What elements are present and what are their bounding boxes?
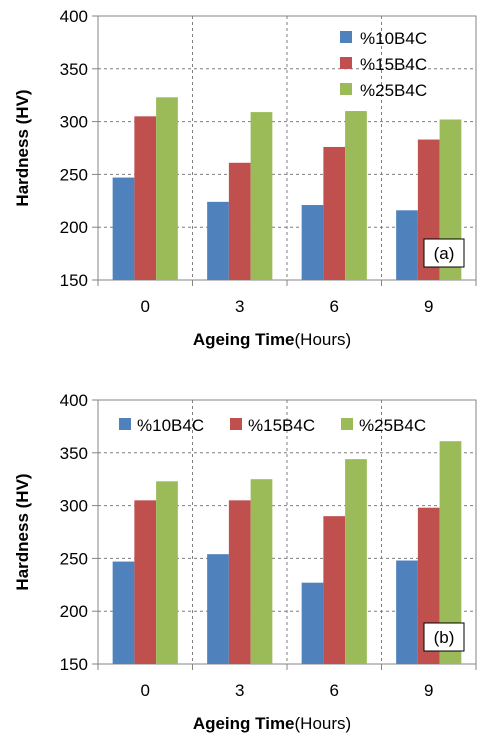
bar-15-t0 (134, 116, 157, 280)
legend-swatch-a-25 (340, 83, 352, 95)
bar-10-t3 (207, 201, 229, 280)
y-tick-label: 300 (60, 497, 88, 516)
legend-b: %10B4C %15B4C %25B4C (119, 416, 426, 435)
bar-25-t0 (156, 481, 178, 664)
y-axis-label-a: Hardness (HV) (13, 89, 32, 206)
y-tick-label: 150 (60, 271, 88, 290)
legend-label-a-25: %25B4C (360, 81, 427, 100)
x-tick-label: 6 (330, 681, 339, 700)
bar-15-t6 (323, 146, 346, 280)
panel-tag-a: (a) (434, 244, 455, 263)
bar-25-t3 (250, 112, 273, 280)
x-tick-label: 3 (235, 681, 244, 700)
legend-a: %10B4C %15B4C %25B4C (340, 29, 427, 100)
y-tick-label: 350 (60, 444, 88, 463)
legend-swatch-b-10 (119, 418, 131, 430)
x-tick-label: 3 (235, 297, 244, 316)
x-axis-label-unit-b: (Hours) (295, 714, 352, 733)
bar-10-t0 (112, 177, 135, 280)
bar-15-t3 (228, 162, 251, 280)
chart-panel-b: 150 200 250 300 350 400 0 3 6 9 Hardness (HV) Ag… (13, 391, 477, 733)
legend-label-b-10: %10B4C (137, 416, 204, 435)
x-tick-label: 0 (141, 297, 150, 316)
panel-tag-box-a (423, 238, 465, 268)
bar-15-t3 (228, 500, 251, 664)
y-tick-label: 400 (60, 7, 88, 26)
y-tick-label: 200 (60, 218, 88, 237)
x-tick-label: 6 (330, 297, 339, 316)
y-axis-label-b: Hardness (HV) (13, 473, 32, 590)
y-ticks-b: 150 200 250 300 350 400 (60, 391, 98, 674)
legend-swatch-b-25 (341, 418, 353, 430)
x-axis-label-unit-a: (Hours) (295, 330, 352, 349)
y-tick-label: 350 (60, 60, 88, 79)
bar-25-t6 (345, 111, 367, 280)
legend-label-b-15: %15B4C (248, 416, 315, 435)
bar-10-t9 (396, 560, 418, 664)
bar-25-t9 (439, 441, 462, 664)
y-tick-label: 250 (60, 549, 88, 568)
x-tick-label: 9 (424, 681, 433, 700)
x-ticks-a: 0 3 6 9 (97, 280, 477, 316)
panel-tag-box-b (423, 622, 465, 652)
x-tick-label: 0 (141, 681, 150, 700)
bar-10-t6 (301, 205, 324, 280)
y-tick-label: 200 (60, 602, 88, 621)
panel-tag-b: (b) (434, 628, 455, 647)
x-ticks-b: 0 3 6 9 (97, 664, 477, 700)
y-ticks-a: 150 200 250 300 350 400 (60, 7, 98, 290)
bar-10-t6 (301, 582, 324, 664)
y-tick-label: 150 (60, 655, 88, 674)
bar-25-t0 (156, 97, 178, 280)
y-tick-label: 250 (60, 165, 88, 184)
legend-swatch-a-15 (340, 57, 352, 69)
legend-label-a-15: %15B4C (360, 55, 427, 74)
bar-15-t6 (323, 516, 346, 664)
legend-swatch-b-15 (230, 418, 242, 430)
bar-10-t3 (207, 554, 229, 664)
y-tick-label: 300 (60, 113, 88, 132)
bar-10-t9 (396, 210, 418, 280)
bar-15-t0 (134, 500, 157, 664)
x-axis-label-a: Ageing Time(Hours) (193, 330, 351, 349)
legend-label-a-10: %10B4C (360, 29, 427, 48)
legend-swatch-a-10 (340, 31, 352, 43)
x-axis-label-main-b: Ageing Time (193, 714, 295, 733)
x-axis-label-b: Ageing Time(Hours) (193, 714, 351, 733)
x-axis-label-main-a: Ageing Time (193, 330, 295, 349)
bars-b (112, 441, 462, 664)
bar-25-t6 (345, 459, 367, 664)
bar-10-t0 (112, 561, 135, 664)
chart-panel-a: 150 200 250 300 350 400 0 3 6 9 Hardness (HV) Ag… (13, 7, 477, 349)
x-tick-label: 9 (424, 297, 433, 316)
legend-label-b-25: %25B4C (359, 416, 426, 435)
y-tick-label: 400 (60, 391, 88, 410)
bar-25-t3 (250, 479, 273, 664)
